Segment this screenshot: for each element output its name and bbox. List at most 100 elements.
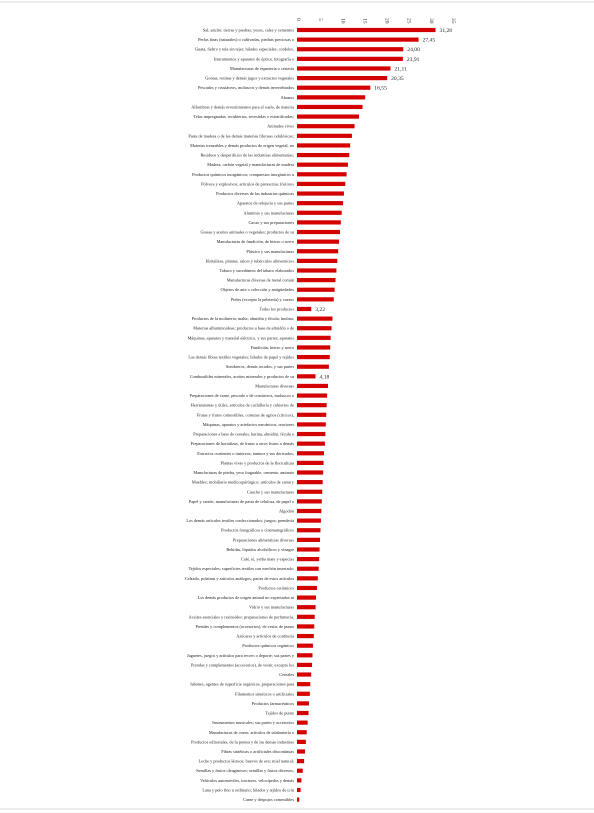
bar bbox=[297, 730, 307, 735]
bar bbox=[297, 66, 391, 71]
bar bbox=[297, 316, 333, 321]
bar bbox=[297, 547, 320, 552]
bar bbox=[297, 287, 335, 292]
bar bbox=[297, 480, 323, 485]
category-label: Algodón bbox=[279, 509, 295, 514]
category-label: Todos los productos bbox=[259, 306, 294, 311]
category-label: Juguetes, juegos y artículos para recreo… bbox=[187, 653, 295, 659]
category-label: Residuos y desperdicios de las industria… bbox=[200, 153, 294, 158]
bar bbox=[297, 653, 313, 658]
category-label: Abonos bbox=[281, 95, 295, 100]
bar bbox=[297, 797, 300, 802]
bar bbox=[297, 537, 321, 542]
category-label: Máquinas, aparatos y material eléctrico,… bbox=[188, 335, 295, 341]
bar bbox=[297, 172, 347, 177]
x-tick-label: 15 bbox=[361, 18, 367, 24]
category-label: Gomas, resinas y demás jugos y extractos… bbox=[205, 76, 294, 82]
bar bbox=[297, 162, 348, 167]
bar bbox=[297, 595, 317, 600]
bar bbox=[297, 787, 301, 793]
data-label: 23,91 bbox=[407, 57, 420, 63]
bar bbox=[297, 614, 315, 619]
bar bbox=[297, 412, 327, 417]
category-label: Alfombras y demás revestimientos para el… bbox=[191, 104, 294, 110]
bar bbox=[297, 422, 326, 427]
bar bbox=[297, 191, 344, 196]
bar bbox=[297, 470, 324, 475]
category-label: Preparaciones alimenticias diversas bbox=[233, 537, 294, 542]
bar bbox=[297, 278, 336, 283]
bar bbox=[297, 489, 323, 494]
bar bbox=[297, 691, 310, 696]
bar bbox=[297, 104, 363, 110]
category-label: Materias trenzables y demás productos de… bbox=[190, 143, 294, 149]
bar bbox=[297, 56, 403, 61]
category-label: Madera, carbón vegetal y manufacturas de… bbox=[207, 162, 294, 168]
category-label: Aluminio y sus manufacturas bbox=[244, 210, 295, 215]
category-label: Objetos de arte o colección y antigüedad… bbox=[221, 287, 295, 292]
category-label: Sombreros, demás tocados, y sus partes bbox=[226, 364, 294, 370]
bar bbox=[297, 268, 337, 273]
bar bbox=[297, 258, 338, 263]
category-label: Café, té, yerba mate y especias bbox=[241, 557, 294, 563]
data-label: 20,35 bbox=[391, 76, 404, 82]
x-tick-label: 20 bbox=[384, 18, 390, 24]
bar bbox=[297, 374, 316, 379]
data-label: 27,45 bbox=[423, 38, 436, 44]
category-label: Azúcares y artículos de confitería bbox=[236, 634, 294, 639]
category-label: Aparatos de relojería y sus partes bbox=[237, 201, 294, 206]
category-label: Aceites esenciales y resinoides; prepara… bbox=[189, 614, 294, 620]
data-label: 21,11 bbox=[394, 66, 407, 72]
category-label: Productos cerámicos bbox=[258, 585, 294, 590]
category-label: Herramientas y útiles, artículos de cuch… bbox=[191, 403, 294, 409]
category-label: Manufacturas de cuero; artículos de tala… bbox=[209, 730, 294, 735]
category-label: Leche y productos lácteos; huevos de ave… bbox=[199, 759, 294, 764]
bar bbox=[297, 326, 332, 331]
category-label: Tejidos especiales; superficies textiles… bbox=[189, 566, 294, 571]
bar bbox=[297, 778, 302, 783]
category-label: Pescados y crustáceos, moluscos y demás … bbox=[198, 85, 294, 91]
category-label: Extractos curtientes o tintóreos; tanino… bbox=[197, 451, 294, 456]
bar bbox=[297, 672, 312, 677]
category-label: Prendas y complementos (accesorios), de … bbox=[191, 662, 294, 668]
category-label: Caucho y sus manufacturas bbox=[247, 489, 294, 494]
category-label: Los demás artículos textiles confecciona… bbox=[186, 518, 294, 523]
bar bbox=[297, 249, 339, 254]
bar bbox=[297, 431, 326, 437]
category-label: Calzado, polainas y artículos análogos; … bbox=[185, 576, 295, 582]
category-label: Manufacturas diversas bbox=[255, 383, 294, 388]
bars-group bbox=[297, 27, 436, 802]
category-label: Lana y pelo fino u ordinario; hilados y … bbox=[202, 787, 294, 792]
bar bbox=[297, 239, 340, 244]
bar bbox=[297, 152, 350, 158]
category-label: Productos farmacéuticos bbox=[252, 701, 295, 706]
x-tick-label: 10 bbox=[339, 18, 345, 24]
category-label: Cereales bbox=[279, 672, 294, 677]
category-label: Filamentos sintéticos o artificiales bbox=[235, 691, 294, 696]
bar bbox=[297, 576, 318, 581]
bar bbox=[297, 441, 325, 446]
data-label: 16,55 bbox=[374, 86, 387, 92]
category-label: Carne y despojos comestibles bbox=[243, 797, 294, 802]
bar bbox=[297, 710, 309, 716]
category-label: Manufacturas de piedra, yeso fraguable, … bbox=[193, 470, 294, 476]
data-label: 24,00 bbox=[407, 47, 420, 53]
bar bbox=[297, 528, 321, 533]
bar bbox=[297, 633, 314, 639]
category-label: Productos químicos inorgánicos; compuest… bbox=[192, 172, 295, 177]
category-label: Productos fotográficos o cinematográfico… bbox=[221, 528, 294, 533]
bar bbox=[297, 143, 351, 148]
category-label: Plástico y sus manufacturas bbox=[246, 249, 294, 254]
bar bbox=[297, 749, 305, 754]
bar bbox=[297, 114, 359, 119]
bar bbox=[297, 354, 330, 360]
bar bbox=[297, 720, 308, 725]
category-label: Productos diversos de las industrias quí… bbox=[216, 191, 294, 196]
category-label: Cacao y sus preparaciones bbox=[249, 220, 295, 225]
category-label: Los demás productos de origen animal no … bbox=[198, 595, 295, 600]
category-label: Prendas y complementos (accesorios), de … bbox=[195, 624, 294, 630]
bar bbox=[297, 124, 355, 129]
bar bbox=[297, 181, 346, 187]
category-label: Preparaciones a base de cereales, harina… bbox=[193, 432, 294, 438]
